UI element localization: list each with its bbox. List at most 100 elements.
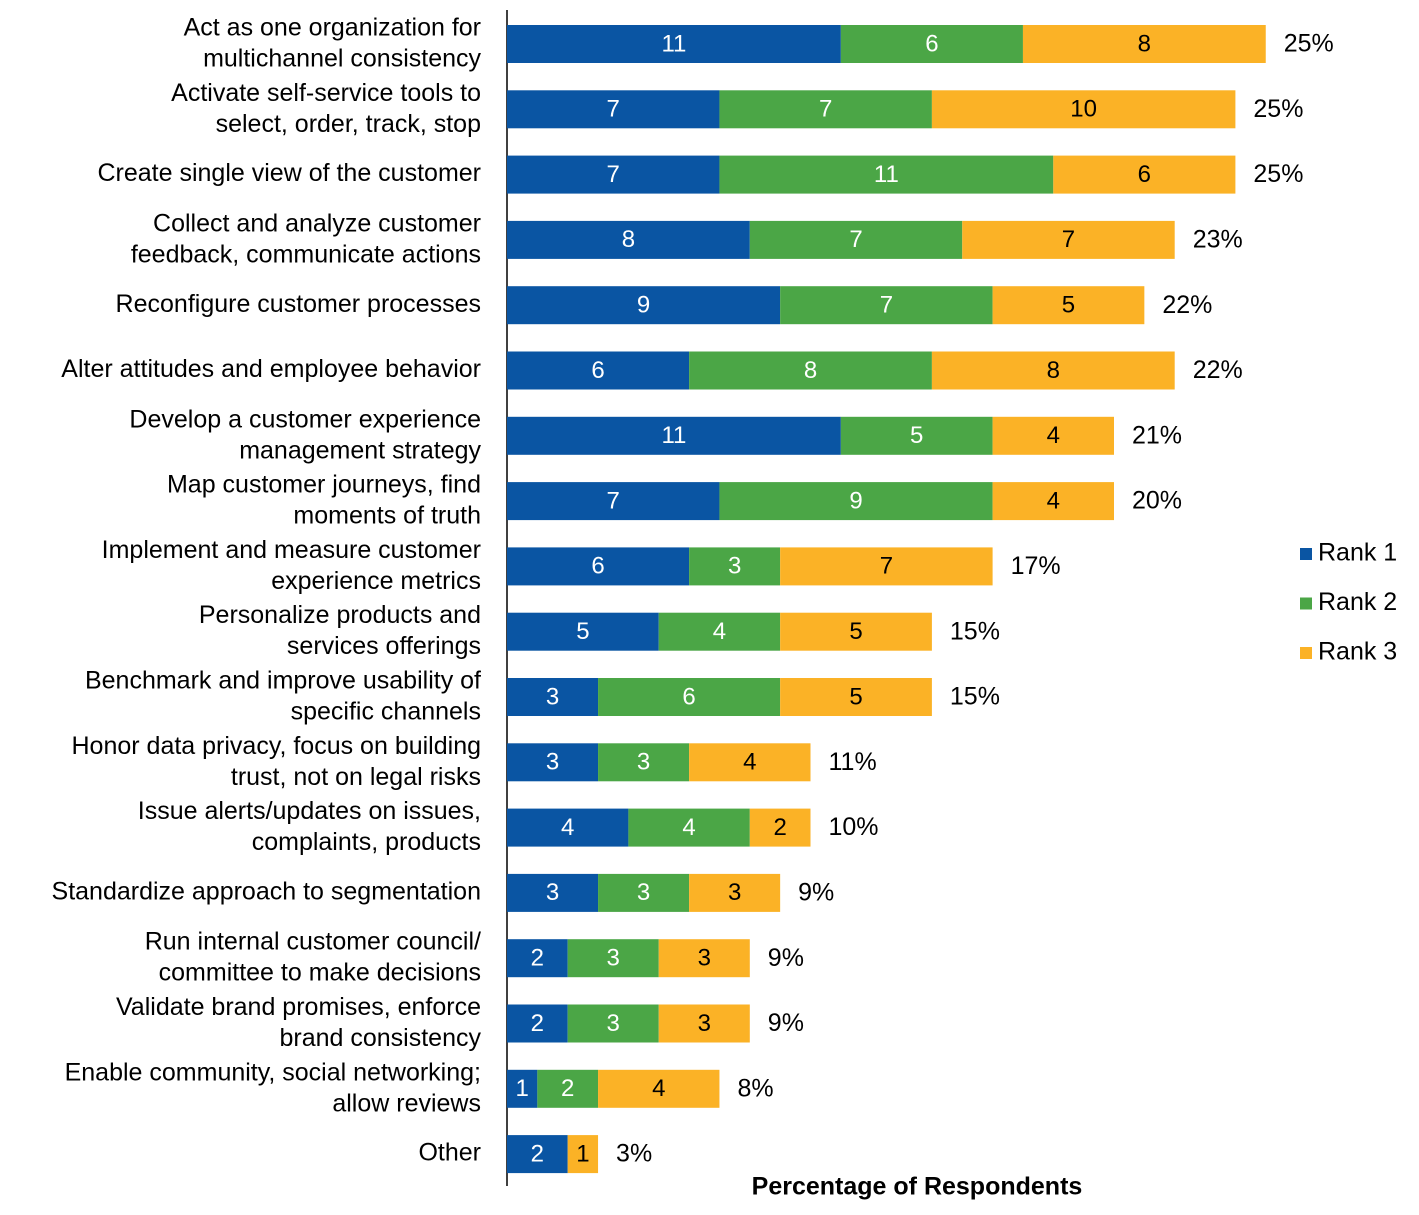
data-label: 10 (1070, 96, 1097, 123)
total-label: 15% (950, 683, 1000, 711)
bar-segment (689, 743, 811, 782)
total-label: 8% (737, 1074, 773, 1102)
data-label: 7 (880, 553, 893, 580)
legend-swatch (1300, 647, 1312, 659)
y-tick-label: Map customer journeys, find moments of tr… (167, 470, 481, 529)
bar-segment (507, 482, 720, 521)
bar-segment (567, 1004, 659, 1043)
data-label: 3 (698, 945, 711, 972)
total-label: 15% (950, 617, 1000, 645)
data-label: 2 (531, 1140, 544, 1167)
data-label: 6 (591, 357, 604, 384)
bar-segment (598, 678, 781, 716)
bar-segment (840, 416, 993, 455)
data-label: 3 (607, 945, 620, 972)
bar-segment (780, 612, 932, 651)
data-label: 4 (1047, 487, 1060, 514)
bar-segment (719, 155, 1054, 194)
data-label: 3 (546, 683, 559, 710)
y-tick-label: Activate self-service tools to select, or… (171, 78, 481, 137)
y-tick-label: Collect and analyze customer feedback, co… (131, 209, 481, 268)
data-label: 5 (849, 618, 862, 645)
data-label: 7 (1062, 226, 1075, 253)
bar-segment (507, 1135, 568, 1174)
data-label: 7 (880, 292, 893, 319)
data-label: 7 (607, 96, 620, 123)
bar-segment (992, 416, 1114, 455)
total-label: 21% (1132, 421, 1182, 449)
data-label: 3 (637, 879, 650, 906)
total-label: 9% (768, 1009, 804, 1037)
bar-segment (719, 482, 993, 521)
bar-segment (507, 939, 568, 978)
data-label: 11 (661, 422, 686, 449)
y-tick-label: Run internal customer council/committee … (145, 927, 481, 986)
y-tick-label: Enable community, social networking; allo… (65, 1058, 481, 1117)
bar-segment (780, 547, 993, 586)
y-tick-label: Standardize approach to segmentation (52, 878, 481, 906)
total-label: 9% (798, 879, 834, 907)
bar-segment (507, 678, 599, 716)
bar-segment (689, 873, 781, 912)
y-tick-label: Other (418, 1139, 481, 1167)
bar-segment (749, 220, 963, 259)
bar-segment (507, 25, 841, 63)
data-label: 7 (819, 96, 832, 123)
bar-segment (962, 220, 1175, 259)
bar-segment (507, 351, 690, 390)
total-label: 22% (1162, 291, 1212, 319)
bar-segment (1022, 25, 1266, 63)
bar-segment (658, 1004, 750, 1043)
data-label: 2 (561, 1075, 574, 1102)
total-label: 25% (1253, 95, 1303, 123)
y-tick-label: Validate brand promises, enforce brand co… (116, 993, 482, 1052)
bar-segment (507, 220, 750, 259)
y-tick-label: Personalize products and services offerin… (199, 601, 481, 660)
bar-segment (719, 90, 932, 129)
data-label: 3 (546, 879, 559, 906)
bar-segment (658, 612, 781, 651)
bar-segment (598, 1069, 720, 1108)
y-tick-label: Honor data privacy, focus on building tru… (72, 731, 482, 790)
bar-segment (507, 155, 720, 194)
y-tick-label: Act as one organization for multichannel … (184, 13, 482, 72)
total-label: 20% (1132, 487, 1182, 515)
bar-segment (992, 482, 1114, 521)
bar-segment (840, 25, 1023, 63)
data-label: 3 (637, 749, 650, 776)
data-label: 6 (591, 553, 604, 580)
total-label: 3% (616, 1140, 652, 1168)
data-label: 2 (773, 814, 786, 841)
data-label: 8 (1138, 30, 1151, 57)
data-label: 6 (682, 683, 695, 710)
y-tick-label: Develop a customer experience management … (129, 405, 481, 464)
bar-segment (567, 1135, 599, 1174)
bar-segment (992, 286, 1145, 325)
data-label: 3 (728, 879, 741, 906)
bar-segment (537, 1069, 599, 1108)
y-tick-label: Implement and measure customer experience… (102, 536, 481, 595)
y-tick-label: Create single view of the customer (97, 159, 481, 187)
data-label: 4 (713, 618, 726, 645)
bar-segment (780, 286, 993, 325)
data-label: 1 (515, 1075, 528, 1102)
bar-segment (1053, 155, 1236, 194)
bar-segment (780, 678, 932, 716)
bar-segment (689, 547, 781, 586)
data-label: 3 (546, 749, 559, 776)
bar-segment (507, 612, 659, 651)
bar-segment (658, 939, 750, 978)
total-label: 23% (1193, 226, 1243, 254)
bar-segment (507, 808, 629, 847)
data-label: 1 (576, 1140, 589, 1167)
total-label: 25% (1284, 30, 1334, 58)
data-label: 3 (728, 553, 741, 580)
total-label: 9% (768, 944, 804, 972)
bar-segment (507, 90, 720, 129)
bar-segment (598, 743, 690, 782)
data-label: 8 (1047, 357, 1060, 384)
data-label: 4 (682, 814, 695, 841)
data-label: 9 (637, 292, 650, 319)
data-label: 4 (561, 814, 574, 841)
